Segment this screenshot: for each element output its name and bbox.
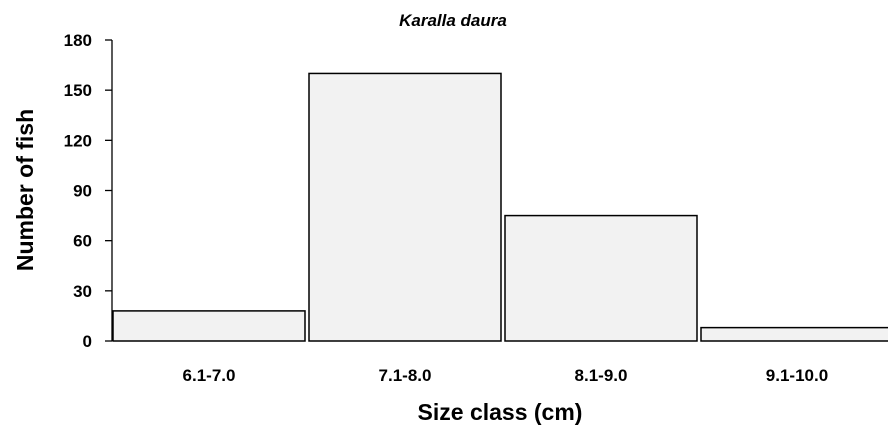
y-axis-ticks: 0 30 60 90 120 150 180: [64, 31, 112, 351]
bar-7.1-8.0: [308, 72, 502, 342]
x-axis-label: Size class (cm): [418, 399, 583, 425]
y-tick-label: 180: [64, 31, 92, 50]
bar-9.1-10.0: [700, 326, 888, 342]
y-tick-label: 120: [64, 131, 92, 150]
x-tick-label: 8.1-9.0: [575, 366, 628, 385]
bar-8.1-9.0: [504, 214, 698, 342]
x-tick-label: 7.1-8.0: [379, 366, 432, 385]
bars: [112, 72, 888, 342]
x-tick-label: 9.1-10.0: [766, 366, 828, 385]
bar-6.1-7.0: [112, 310, 306, 342]
chart-title: Karalla daura: [399, 11, 507, 30]
x-axis-tick-labels: 6.1-7.0 7.1-8.0 8.1-9.0 9.1-10.0: [183, 366, 829, 385]
y-tick-label: 0: [83, 332, 92, 351]
y-axis-label: Number of fish: [12, 109, 38, 271]
y-tick-label: 30: [73, 282, 92, 301]
y-tick-label: 90: [73, 182, 92, 201]
x-tick-label: 6.1-7.0: [183, 366, 236, 385]
y-tick-label: 60: [73, 232, 92, 251]
y-tick-label: 150: [64, 81, 92, 100]
